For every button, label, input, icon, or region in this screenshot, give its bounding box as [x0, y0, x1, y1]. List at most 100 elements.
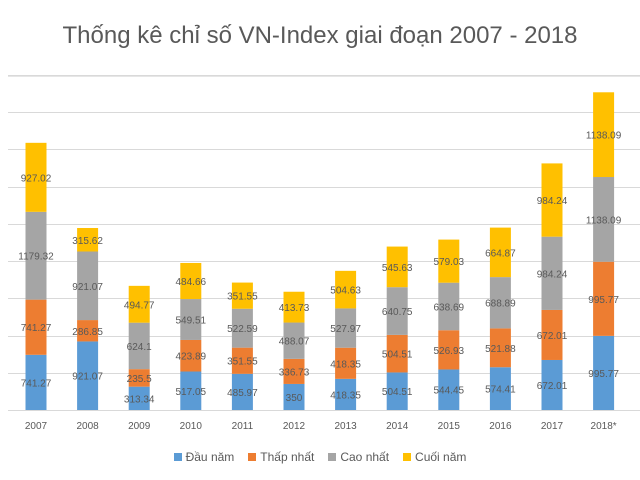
bar-segment-2012-3: [283, 291, 305, 323]
data-label: 741.27: [21, 378, 52, 389]
bar-segment-2014-1: [386, 334, 408, 373]
data-label: 640.75: [382, 307, 413, 318]
x-tick-label: 2007: [25, 421, 48, 432]
bar-segment-2015-2: [438, 282, 460, 331]
bar-segment-2013-2: [335, 308, 357, 348]
bar-segment-2017-2: [541, 236, 563, 310]
data-label: 521.88: [485, 344, 516, 355]
bar-segment-2009-0: [128, 386, 150, 410]
bar-segment-2008-3: [77, 228, 99, 252]
data-label: 984.24: [537, 196, 568, 207]
bar-segment-2010-1: [180, 339, 202, 372]
bar-segment-2016-2: [489, 277, 511, 329]
bar-segment-2018-1: [593, 261, 615, 336]
bar-segment-2013-3: [335, 270, 357, 309]
bar-segment-2009-1: [128, 369, 150, 387]
bar-segment-2007-3: [25, 142, 47, 212]
x-tick-label: 2014: [386, 421, 409, 432]
bar-segment-2010-2: [180, 299, 202, 340]
data-label: 350: [286, 393, 303, 404]
bar-segment-2013-0: [335, 378, 357, 410]
data-label: 504.51: [382, 387, 413, 398]
bar-segment-2012-2: [283, 322, 305, 359]
data-label: 921.07: [72, 372, 103, 383]
data-label: 672.01: [537, 331, 568, 342]
bar-segment-2015-3: [438, 239, 460, 283]
legend-item: Thấp nhất: [248, 450, 314, 464]
legend-item: Cuối năm: [403, 450, 466, 464]
x-tick-label: 2011: [232, 421, 254, 432]
bar-segment-2015-1: [438, 330, 460, 370]
bar-segment-2010-0: [180, 371, 202, 410]
data-label: 921.07: [72, 282, 103, 293]
x-axis-ticks: 2007 2008 2009 2010 2011 2012 2013 2014 2015 2016…: [25, 421, 617, 432]
data-label: 494.77: [124, 300, 155, 311]
bar-segment-2007-0: [25, 354, 47, 410]
legend: Đầu năm Thấp nhất Cao nhất Cuối năm: [0, 450, 640, 464]
legend-label: Thấp nhất: [260, 450, 315, 464]
bar-segment-2018-0: [593, 335, 615, 410]
bar-segment-2011-1: [231, 347, 253, 374]
gridlines: [8, 75, 640, 411]
x-tick-label: 2015: [438, 421, 461, 432]
chart-title: Thống kê chỉ số VN-Index giai đoạn 2007 …: [62, 22, 578, 49]
data-label: 624.1: [127, 342, 152, 353]
bar-segment-2016-1: [489, 328, 511, 368]
data-label: 315.62: [72, 236, 103, 247]
legend-swatch: [248, 453, 257, 461]
data-label: 504.51: [382, 350, 413, 361]
data-label: 484.66: [176, 277, 207, 288]
data-label: 522.59: [227, 324, 258, 335]
bar-segment-2008-0: [77, 341, 99, 410]
data-label: 526.93: [434, 346, 465, 357]
bar-segment-2009-3: [128, 285, 150, 323]
x-tick-label: 2017: [541, 421, 564, 432]
x-tick-label: 2013: [334, 421, 357, 432]
data-label: 672.01: [537, 381, 568, 392]
data-label: 984.24: [537, 269, 568, 280]
data-label: 927.02: [21, 173, 52, 184]
data-label: 418.35: [330, 359, 361, 370]
data-labels: 741.27 741.27 1179.32 927.02 921.07 286.85 921…: [18, 131, 621, 406]
data-label: 485.97: [227, 388, 258, 399]
data-label: 351.55: [227, 292, 258, 303]
data-label: 638.69: [434, 302, 465, 313]
data-label: 995.77: [588, 369, 619, 380]
x-tick-label: 2012: [283, 421, 306, 432]
data-label: 1138.09: [586, 131, 622, 142]
bar-segment-2012-1: [283, 358, 305, 384]
bar-segment-2016-3: [489, 227, 511, 278]
data-label: 423.89: [176, 352, 207, 363]
legend-swatch: [173, 453, 182, 461]
bar-segment-2010-3: [180, 262, 202, 300]
bar-segment-2017-0: [541, 359, 563, 410]
data-label: 549.51: [176, 315, 207, 326]
data-label: 351.55: [227, 357, 258, 368]
x-tick-label: 2008: [76, 421, 99, 432]
data-label: 995.77: [588, 295, 619, 306]
bar-segment-2011-2: [231, 308, 253, 348]
data-label: 1179.32: [18, 252, 54, 263]
bar-segment-2015-0: [438, 369, 460, 410]
bar-segment-2009-2: [128, 322, 150, 370]
bar-segment-2008-2: [77, 251, 99, 321]
bar-segment-2011-0: [231, 373, 253, 410]
bar-segment-2018-2: [593, 177, 615, 262]
data-label: 504.63: [330, 286, 361, 297]
x-tick-label: 2009: [128, 421, 151, 432]
data-label: 664.87: [485, 248, 516, 259]
bar-segment-2012-0: [283, 383, 305, 410]
bar-segment-2013-1: [335, 347, 357, 379]
data-label: 1138.09: [586, 215, 622, 226]
legend-swatch: [328, 453, 337, 461]
data-label: 413.73: [279, 303, 310, 314]
bar-segment-2008-1: [77, 320, 99, 342]
data-label: 741.27: [21, 323, 52, 334]
bars: [25, 92, 615, 410]
data-label: 313.34: [124, 394, 155, 405]
data-label: 517.05: [176, 387, 207, 398]
data-label: 688.89: [485, 299, 516, 310]
bar-segment-2011-3: [231, 282, 253, 309]
bar-segment-2014-0: [386, 372, 408, 410]
bar-segment-2014-3: [386, 246, 408, 288]
